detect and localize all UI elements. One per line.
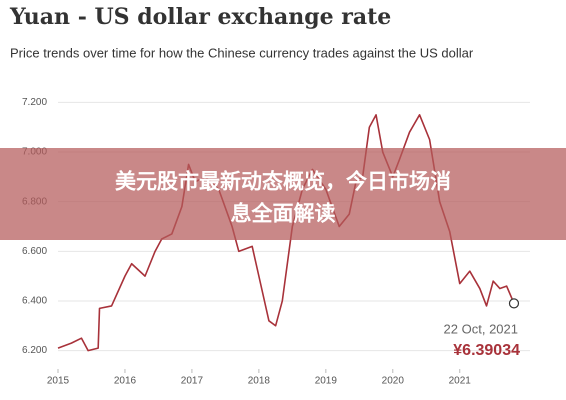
annotation-date: 22 Oct, 2021 [444, 321, 518, 336]
chart-subtitle: Price trends over time for how the Chine… [10, 45, 474, 60]
y-tick-label: 6.200 [22, 345, 47, 356]
x-tick-label: 2015 [47, 376, 70, 387]
chart-title: Yuan - US dollar exchange rate [9, 4, 391, 30]
x-tick-label: 2019 [315, 376, 338, 387]
y-tick-label: 6.600 [22, 246, 47, 257]
banner-line: 美元股市最新动态概览，今日市场消 [115, 170, 451, 194]
annotation-value: ¥6.39034 [453, 342, 520, 359]
banner-line: 息全面解读 [231, 202, 336, 226]
y-tick-label: 6.400 [22, 296, 47, 307]
x-tick-label: 2021 [449, 376, 472, 387]
x-tick-label: 2016 [114, 376, 137, 387]
x-tick-label: 2020 [382, 376, 405, 387]
x-tick-label: 2018 [248, 376, 271, 387]
banner [0, 148, 566, 240]
y-tick-label: 7.200 [22, 97, 47, 108]
x-tick-label: 2017 [181, 376, 204, 387]
end-marker [508, 298, 520, 309]
